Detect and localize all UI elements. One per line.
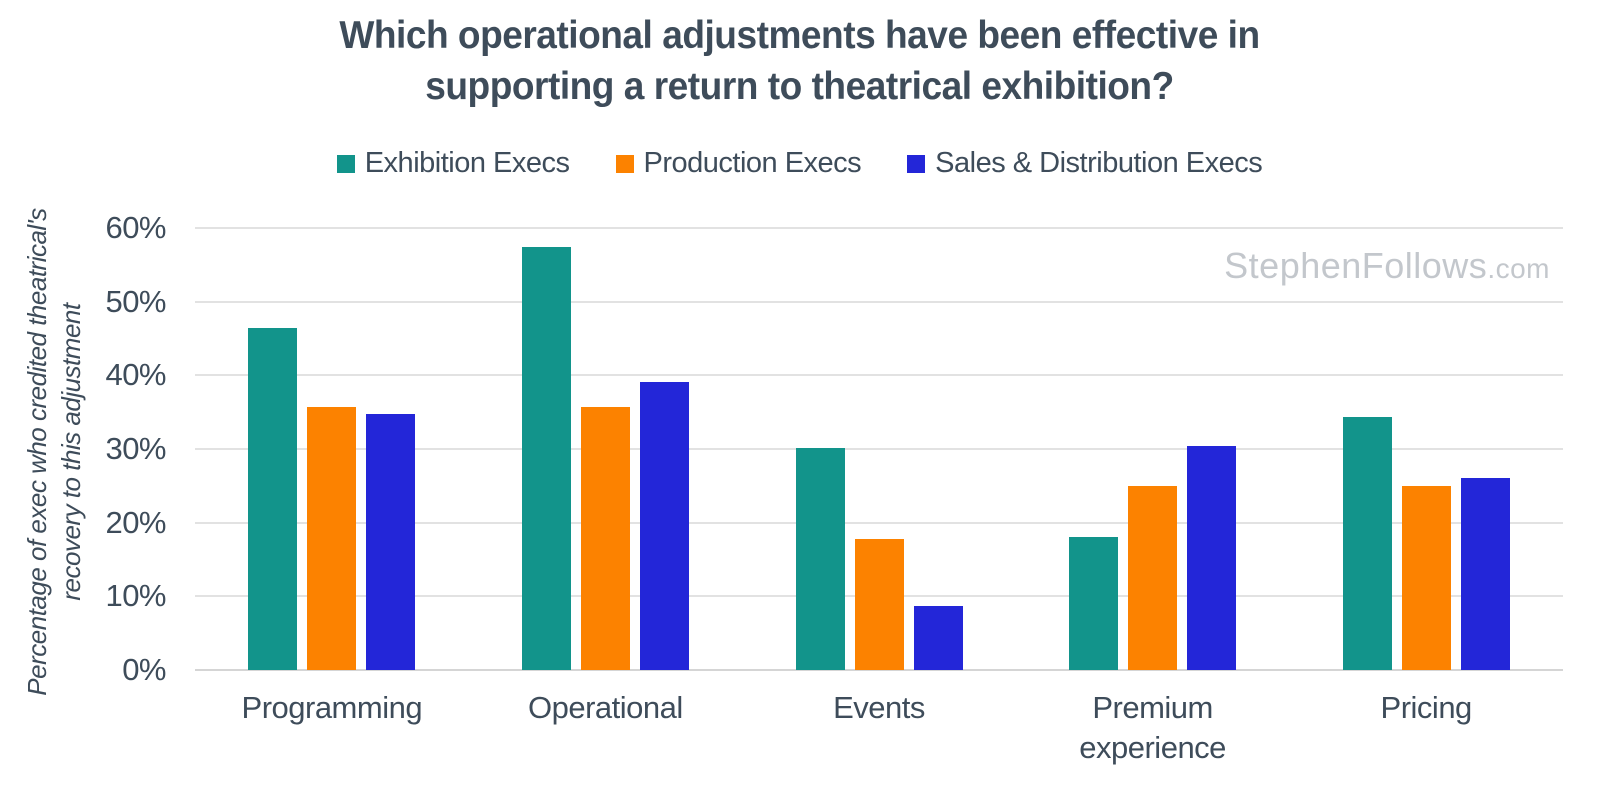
legend-swatch-icon — [615, 154, 634, 173]
legend-label: Sales & Distribution Execs — [935, 147, 1263, 179]
legend-item-sales-distribution-execs: Sales & Distribution Execs — [907, 147, 1263, 180]
y-tick-label: 0% — [122, 652, 166, 687]
watermark-tld: .com — [1487, 253, 1550, 284]
bar-sales-distribution-execs-operational — [639, 381, 689, 670]
y-tick-label: 40% — [105, 357, 166, 393]
x-label-premium-experience: Premium experience — [1079, 690, 1226, 765]
legend-swatch-icon — [907, 154, 926, 173]
y-tick-label: 50% — [105, 283, 166, 319]
bar-sales-distribution-execs-pricing — [1460, 477, 1510, 670]
bar-production-execs-events — [854, 538, 904, 670]
chart-title: Which operational adjustments have been … — [40, 10, 1559, 112]
legend-item-exhibition-execs: Exhibition Execs — [336, 147, 570, 180]
gridline-60% — [195, 227, 1563, 229]
bar-exhibition-execs-pricing — [1342, 417, 1392, 670]
gridline-40% — [195, 374, 1563, 377]
x-label-pricing: Pricing — [1380, 690, 1473, 725]
legend-label: Exhibition Execs — [364, 147, 570, 179]
chart-title-line1: Which operational adjustments have been … — [339, 14, 1260, 57]
legend: Exhibition Execs Production Execs Sales & … — [0, 147, 1599, 180]
gridline-0% — [195, 669, 1563, 671]
y-tick-label: 10% — [105, 578, 166, 614]
bar-exhibition-execs-premium-experience — [1069, 537, 1119, 670]
bar-production-execs-operational — [580, 407, 630, 670]
legend-label: Production Execs — [643, 147, 862, 179]
bar-exhibition-execs-events — [795, 448, 845, 670]
y-tick-label: 30% — [105, 431, 166, 466]
y-tick-label: 60% — [105, 210, 166, 245]
y-tick-label: 20% — [105, 504, 166, 540]
bar-production-execs-pricing — [1401, 485, 1451, 670]
x-label-programming: Programming — [241, 690, 423, 725]
legend-swatch-icon — [336, 154, 355, 173]
bar-production-execs-premium-experience — [1128, 485, 1178, 670]
bar-sales-distribution-execs-programming — [366, 413, 416, 670]
watermark-name: StephenFollows — [1224, 245, 1488, 286]
chart-title-line2: supporting a return to theatrical exhibi… — [425, 65, 1174, 108]
bar-sales-distribution-execs-premium-experience — [1187, 446, 1237, 670]
plot-area — [195, 227, 1563, 671]
x-label-operational: Operational — [528, 690, 683, 725]
bar-sales-distribution-execs-events — [913, 605, 963, 670]
gridline-50% — [195, 300, 1563, 303]
watermark: StephenFollows.com — [1224, 245, 1550, 287]
gridline-30% — [195, 448, 1563, 450]
x-label-events: Events — [833, 690, 925, 725]
bar-exhibition-execs-programming — [248, 328, 298, 670]
legend-item-production-execs: Production Execs — [615, 147, 862, 180]
bar-exhibition-execs-operational — [521, 247, 571, 670]
bar-production-execs-programming — [307, 407, 357, 670]
gridline-20% — [195, 521, 1563, 524]
